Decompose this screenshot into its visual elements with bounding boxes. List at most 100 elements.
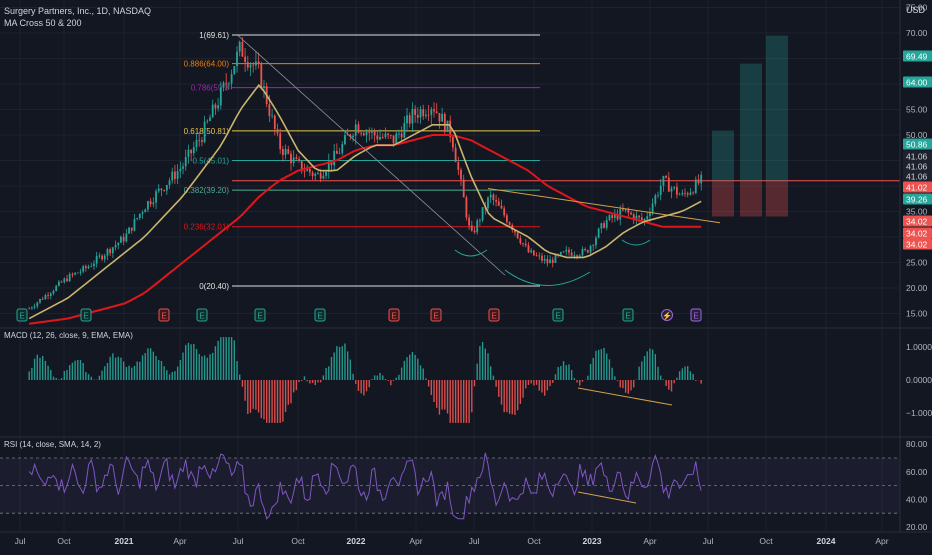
price-label-badge [903,227,932,239]
candle-body [414,108,417,115]
earnings-marker [196,308,208,322]
candle-body [597,228,600,238]
rsi-tick-label: 60.00 [906,467,928,477]
candle-body [630,212,632,215]
candle-body [49,293,52,296]
candle-body [481,207,484,221]
projection-boxes[interactable] [712,35,788,217]
candle-body [619,209,622,220]
candle-body [52,290,55,294]
candle-body [646,216,649,220]
candle-body [686,193,689,195]
candle-body [195,140,198,148]
candle-body [389,135,392,136]
candle-body [470,225,473,231]
candle-body [284,148,287,155]
drawings[interactable] [237,35,721,286]
candle-body [138,213,141,219]
head-arc [504,269,591,286]
candle-body [171,171,174,181]
event-marker-label: E [555,312,560,321]
candle-body [314,173,317,176]
candle-body [538,255,541,257]
event-marker-label: E [693,312,698,321]
time-tick-label: 2023 [583,536,602,546]
candle-body [640,217,643,221]
candle-body [322,175,325,179]
candle-body [317,172,319,174]
candle-body [570,252,573,256]
event-marker-label: E [317,312,322,321]
candle-body [344,135,346,145]
candle-body [692,192,695,194]
candle-body [500,205,503,209]
shoulder-arc [621,239,651,246]
target-box [740,63,762,181]
candle-body [71,274,74,275]
earnings-marker [388,308,400,322]
ma-200-line [29,134,702,325]
candle-body [446,120,449,132]
candle-body [66,278,68,282]
fibonacci-retracement[interactable]: 1(69.61) 0.886(64.00) 0.786(59.3 0.618(50.8… [184,31,900,291]
candle-body [492,194,495,201]
event-markers[interactable]: E E E E E E E E E E E ⚡ E [16,308,702,322]
rsi-pane [0,436,932,520]
candle-body [136,218,139,219]
candle-body [111,247,114,254]
stop-box [740,180,762,217]
candle-body [495,200,497,202]
candle-body [681,192,684,195]
candle-body [416,114,419,118]
rsi-tick-label: 80.00 [906,439,928,449]
candle-body [476,220,479,233]
candle-body [603,223,605,228]
candle-body [230,74,233,84]
candle-body [198,140,201,141]
candle-body [662,175,665,186]
candle-body [44,295,47,300]
rsi-divergence-line [577,491,637,504]
candle-body [133,218,136,231]
candle-body [508,222,511,225]
candle-body [700,174,703,184]
time-tick-label: Jul [233,536,244,546]
candle-body [128,227,130,234]
time-tick-label: Apr [409,536,422,546]
macd-title: MACD (12, 26, close, 9, EMA, EMA) [4,331,133,340]
candle-body [613,213,616,218]
candle-body [554,254,557,263]
candle-body [462,179,465,198]
candle-body [654,195,657,204]
candle-body [568,249,570,253]
macd-pane [0,327,932,423]
earnings-marker [16,308,28,322]
stop-box [766,180,788,217]
candle-body [368,131,371,133]
candle-body [643,219,646,221]
candle-body [384,133,387,138]
candle-body [254,61,257,66]
candle-body [411,108,414,124]
candle-body [487,197,489,209]
event-marker-label: ⚡ [662,311,672,321]
candle-body [219,87,222,106]
candle-body [465,197,468,218]
price-label-text: 64.00 [906,78,928,88]
rsi-title: RSI (14, close, SMA, 14, 2) [4,440,101,449]
time-tick-label: 2022 [347,536,366,546]
macd-divergence-line [577,387,673,406]
candle-body [90,266,93,267]
candle-body [635,215,638,221]
candle-body [209,117,211,121]
time-tick-label: Oct [759,536,773,546]
candle-body [532,250,535,256]
candles [28,37,703,310]
candle-body [295,157,298,159]
grid [0,0,900,532]
event-marker-label: E [161,312,166,321]
candle-body [55,285,58,291]
candle-body [192,147,195,154]
